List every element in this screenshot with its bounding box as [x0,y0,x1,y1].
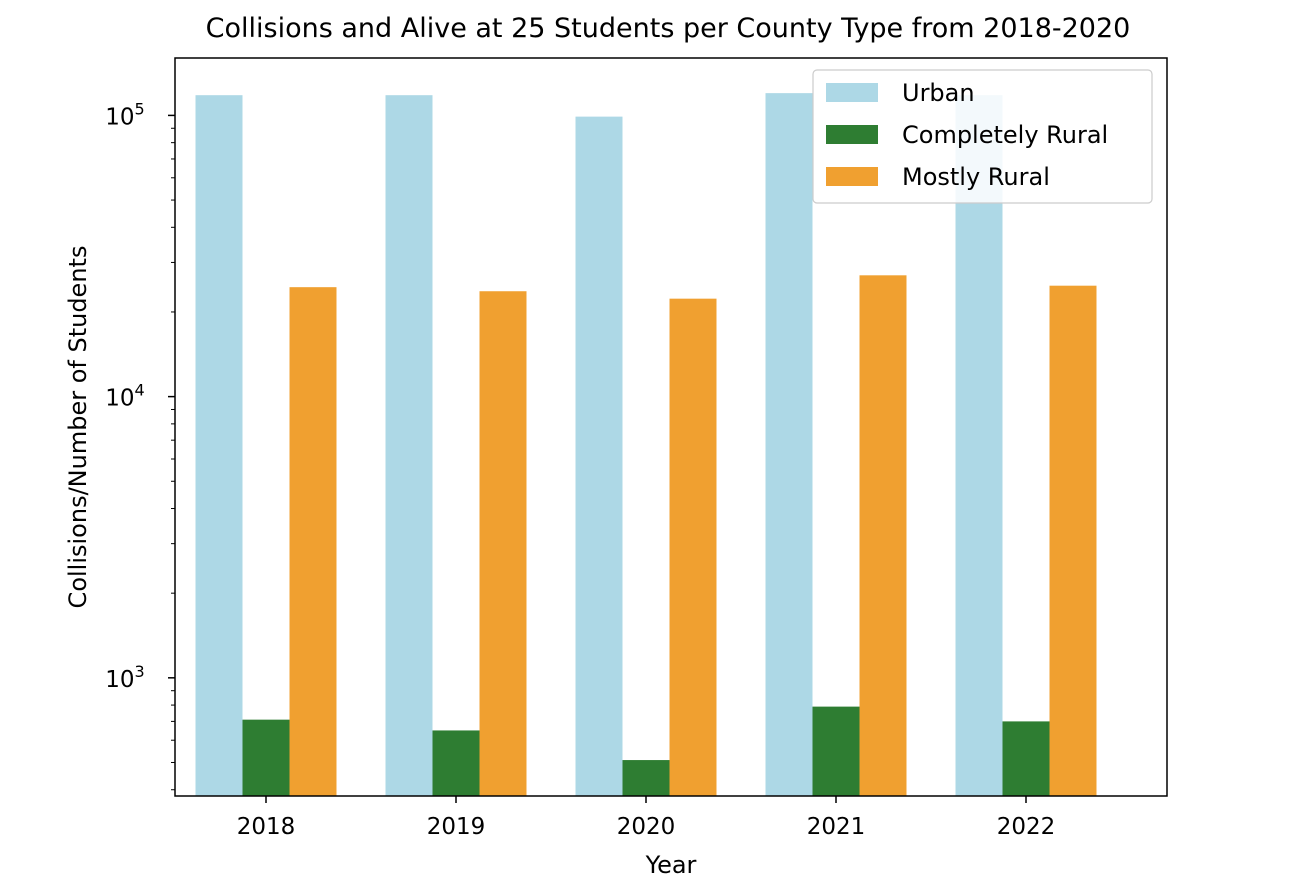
bar-mostly-rural-2019 [479,291,527,796]
y-tick-label: 105 [105,99,144,130]
legend-label: Completely Rural [902,121,1108,149]
legend-label: Urban [902,79,975,107]
legend-swatch [826,167,878,186]
legend-swatch [826,83,878,102]
legend-label: Mostly Rural [902,163,1050,191]
x-tick-label: 2020 [617,814,676,840]
x-tick-label: 2019 [427,814,486,840]
bar-urban-2022 [955,95,1003,797]
x-tick-label: 2021 [807,814,866,840]
x-tick-label: 2022 [997,814,1056,840]
y-tick-label: 104 [105,381,144,412]
x-axis-label: Year [645,851,697,879]
axes-group: 2018 2019 2020 2021 2022 103 104 105 [105,99,1055,840]
legend-swatch [826,125,878,144]
bar-mostly-rural-2018 [289,287,337,796]
chart-title: Collisions and Alive at 25 Students per … [206,13,1131,44]
y-axis-label: Collisions/Number of Students [64,246,92,609]
bar-completely-rural-2021 [812,706,860,796]
bar-mostly-rural-2022 [1049,285,1097,796]
bar-urban-2019 [385,95,433,797]
bars-group [195,93,1097,797]
bar-completely-rural-2020 [622,760,670,796]
bar-urban-2020 [575,116,623,796]
legend: Urban Completely Rural Mostly Rural [812,69,1153,204]
bar-completely-rural-2022 [1002,721,1050,796]
plot-frame [174,57,1168,797]
bar-urban-2018 [195,95,243,797]
x-tick-label: 2018 [237,814,296,840]
y-tick-label: 103 [105,662,144,693]
bar-mostly-rural-2021 [859,275,907,796]
bar-urban-2021 [765,93,813,796]
bar-completely-rural-2019 [432,730,480,796]
bar-completely-rural-2018 [242,719,290,796]
legend-box [812,69,1153,204]
bar-mostly-rural-2020 [669,298,717,796]
